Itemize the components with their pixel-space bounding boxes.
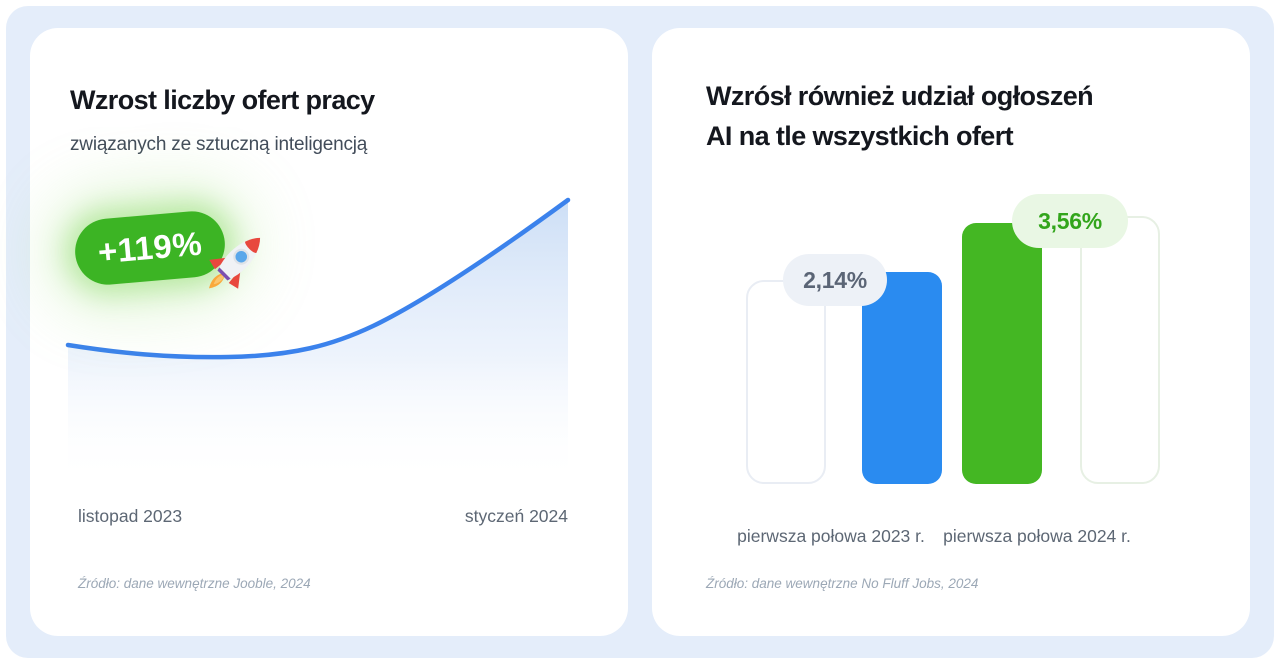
right-card-title-line2: AI na tle wszystkich ofert [706, 121, 1014, 151]
value-pill-2024: 3,56% [1012, 194, 1128, 248]
value-pill-2023: 2,14% [783, 254, 887, 306]
right-card-title: Wzrósł również udział ogłoszeń AI na tle… [706, 76, 1094, 156]
bar-2023 [862, 272, 942, 484]
right-source-note: Źródło: dane wewnętrzne No Fluff Jobs, 2… [706, 576, 979, 591]
trend-line [65, 197, 571, 360]
growth-badge-label: +119% [96, 224, 204, 271]
growth-line-chart [65, 197, 571, 485]
area-fill [68, 200, 568, 485]
value-label-2024: 3,56% [1038, 207, 1102, 234]
ghost-bar-right [1080, 216, 1160, 484]
left-card-subtitle: związanych ze sztuczną inteligencją [70, 134, 368, 155]
ghost-bar-left [746, 280, 826, 484]
category-label-2023: pierwsza połowa 2023 r. [737, 526, 925, 546]
x-tick-start: listopad 2023 [78, 506, 183, 526]
x-axis-labels: listopad 2023 styczeń 2024 [78, 506, 568, 527]
category-label-2024: pierwsza połowa 2024 r. [943, 526, 1131, 546]
value-label-2023: 2,14% [803, 266, 867, 293]
x-tick-end: styczeń 2024 [464, 506, 568, 526]
left-source-note: Źródło: dane wewnętrzne Jooble, 2024 [78, 576, 311, 591]
left-card-title: Wzrost liczby ofert pracy [70, 85, 375, 115]
right-card-title-line1: Wzrósł również udział ogłoszeń [706, 81, 1094, 111]
bar-chart-card: Wzrósł również udział ogłoszeń AI na tle… [652, 28, 1250, 636]
line-chart-card: Wzrost liczby ofert pracy związanych ze … [30, 28, 628, 636]
rocket-icon [208, 237, 261, 289]
bar-2024 [962, 223, 1042, 484]
